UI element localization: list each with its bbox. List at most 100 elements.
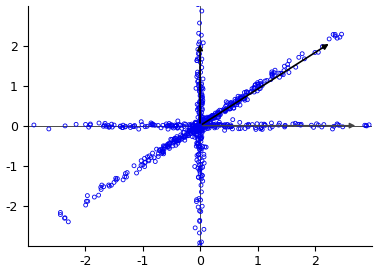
Point (193, 129, 199, 133)
Point (199, 108, 205, 112)
Point (196, 103, 202, 107)
Point (276, 71, 282, 75)
Point (169, 125, 175, 129)
Point (176, 138, 182, 142)
Point (243, 93, 249, 97)
Point (197, 127, 203, 132)
Point (238, 96, 244, 101)
Point (210, 116, 216, 120)
Point (159, 151, 165, 156)
Point (214, 125, 220, 129)
Point (256, 87, 262, 91)
Point (203, 121, 209, 125)
Point (198, 183, 204, 187)
Point (255, 82, 261, 87)
Point (217, 122, 223, 127)
Point (201, 127, 208, 132)
Point (131, 164, 137, 168)
Point (148, 121, 154, 125)
Point (198, 120, 204, 124)
Point (202, 124, 208, 128)
Point (223, 109, 229, 113)
Point (197, 143, 203, 147)
Point (192, 124, 198, 128)
Point (200, 125, 206, 129)
Point (198, 166, 204, 170)
Point (258, 125, 264, 130)
Point (166, 121, 172, 126)
Point (183, 122, 189, 126)
Point (197, 114, 203, 119)
Point (195, 137, 201, 141)
Point (199, 121, 205, 125)
Point (321, 122, 327, 127)
Point (200, 126, 206, 130)
Point (180, 130, 186, 135)
Point (255, 82, 261, 86)
Point (185, 132, 191, 136)
Point (208, 114, 214, 119)
Point (197, 133, 203, 138)
Point (245, 125, 251, 129)
Point (73, 122, 79, 127)
Point (194, 102, 200, 107)
Point (197, 52, 203, 56)
Point (160, 150, 166, 154)
Point (106, 125, 112, 129)
Point (197, 106, 203, 111)
Point (216, 122, 222, 127)
Point (153, 147, 160, 151)
Point (195, 127, 201, 131)
Point (193, 121, 199, 125)
Point (198, 135, 204, 139)
Point (197, 127, 203, 131)
Point (160, 148, 166, 152)
Point (227, 125, 233, 129)
Point (200, 41, 206, 45)
Point (189, 130, 195, 134)
Point (223, 124, 229, 128)
Point (163, 144, 169, 149)
Point (170, 144, 176, 148)
Point (226, 124, 232, 129)
Point (285, 65, 291, 70)
Point (231, 103, 237, 107)
Point (197, 40, 203, 44)
Point (211, 122, 217, 127)
Point (198, 115, 204, 119)
Point (199, 85, 205, 90)
Point (176, 122, 182, 127)
Point (209, 113, 215, 118)
Point (174, 139, 180, 143)
Point (194, 198, 200, 202)
Point (201, 121, 208, 125)
Point (212, 126, 218, 130)
Point (201, 125, 207, 129)
Point (240, 96, 246, 101)
Point (198, 146, 204, 151)
Point (237, 95, 243, 99)
Point (194, 58, 200, 63)
Point (174, 139, 180, 143)
Point (108, 183, 115, 187)
Point (62, 216, 68, 220)
Point (170, 141, 177, 145)
Point (198, 128, 204, 132)
Point (207, 124, 213, 128)
Point (207, 115, 213, 119)
Point (197, 122, 203, 127)
Point (190, 130, 196, 135)
Point (57, 212, 64, 217)
Point (197, 90, 203, 94)
Point (183, 134, 189, 138)
Point (196, 145, 202, 150)
Point (198, 103, 204, 107)
Point (209, 116, 215, 121)
Point (197, 147, 203, 152)
Point (228, 100, 234, 104)
Point (123, 175, 129, 179)
Point (197, 244, 203, 248)
Point (190, 130, 196, 134)
Point (281, 68, 287, 73)
Point (213, 113, 219, 117)
